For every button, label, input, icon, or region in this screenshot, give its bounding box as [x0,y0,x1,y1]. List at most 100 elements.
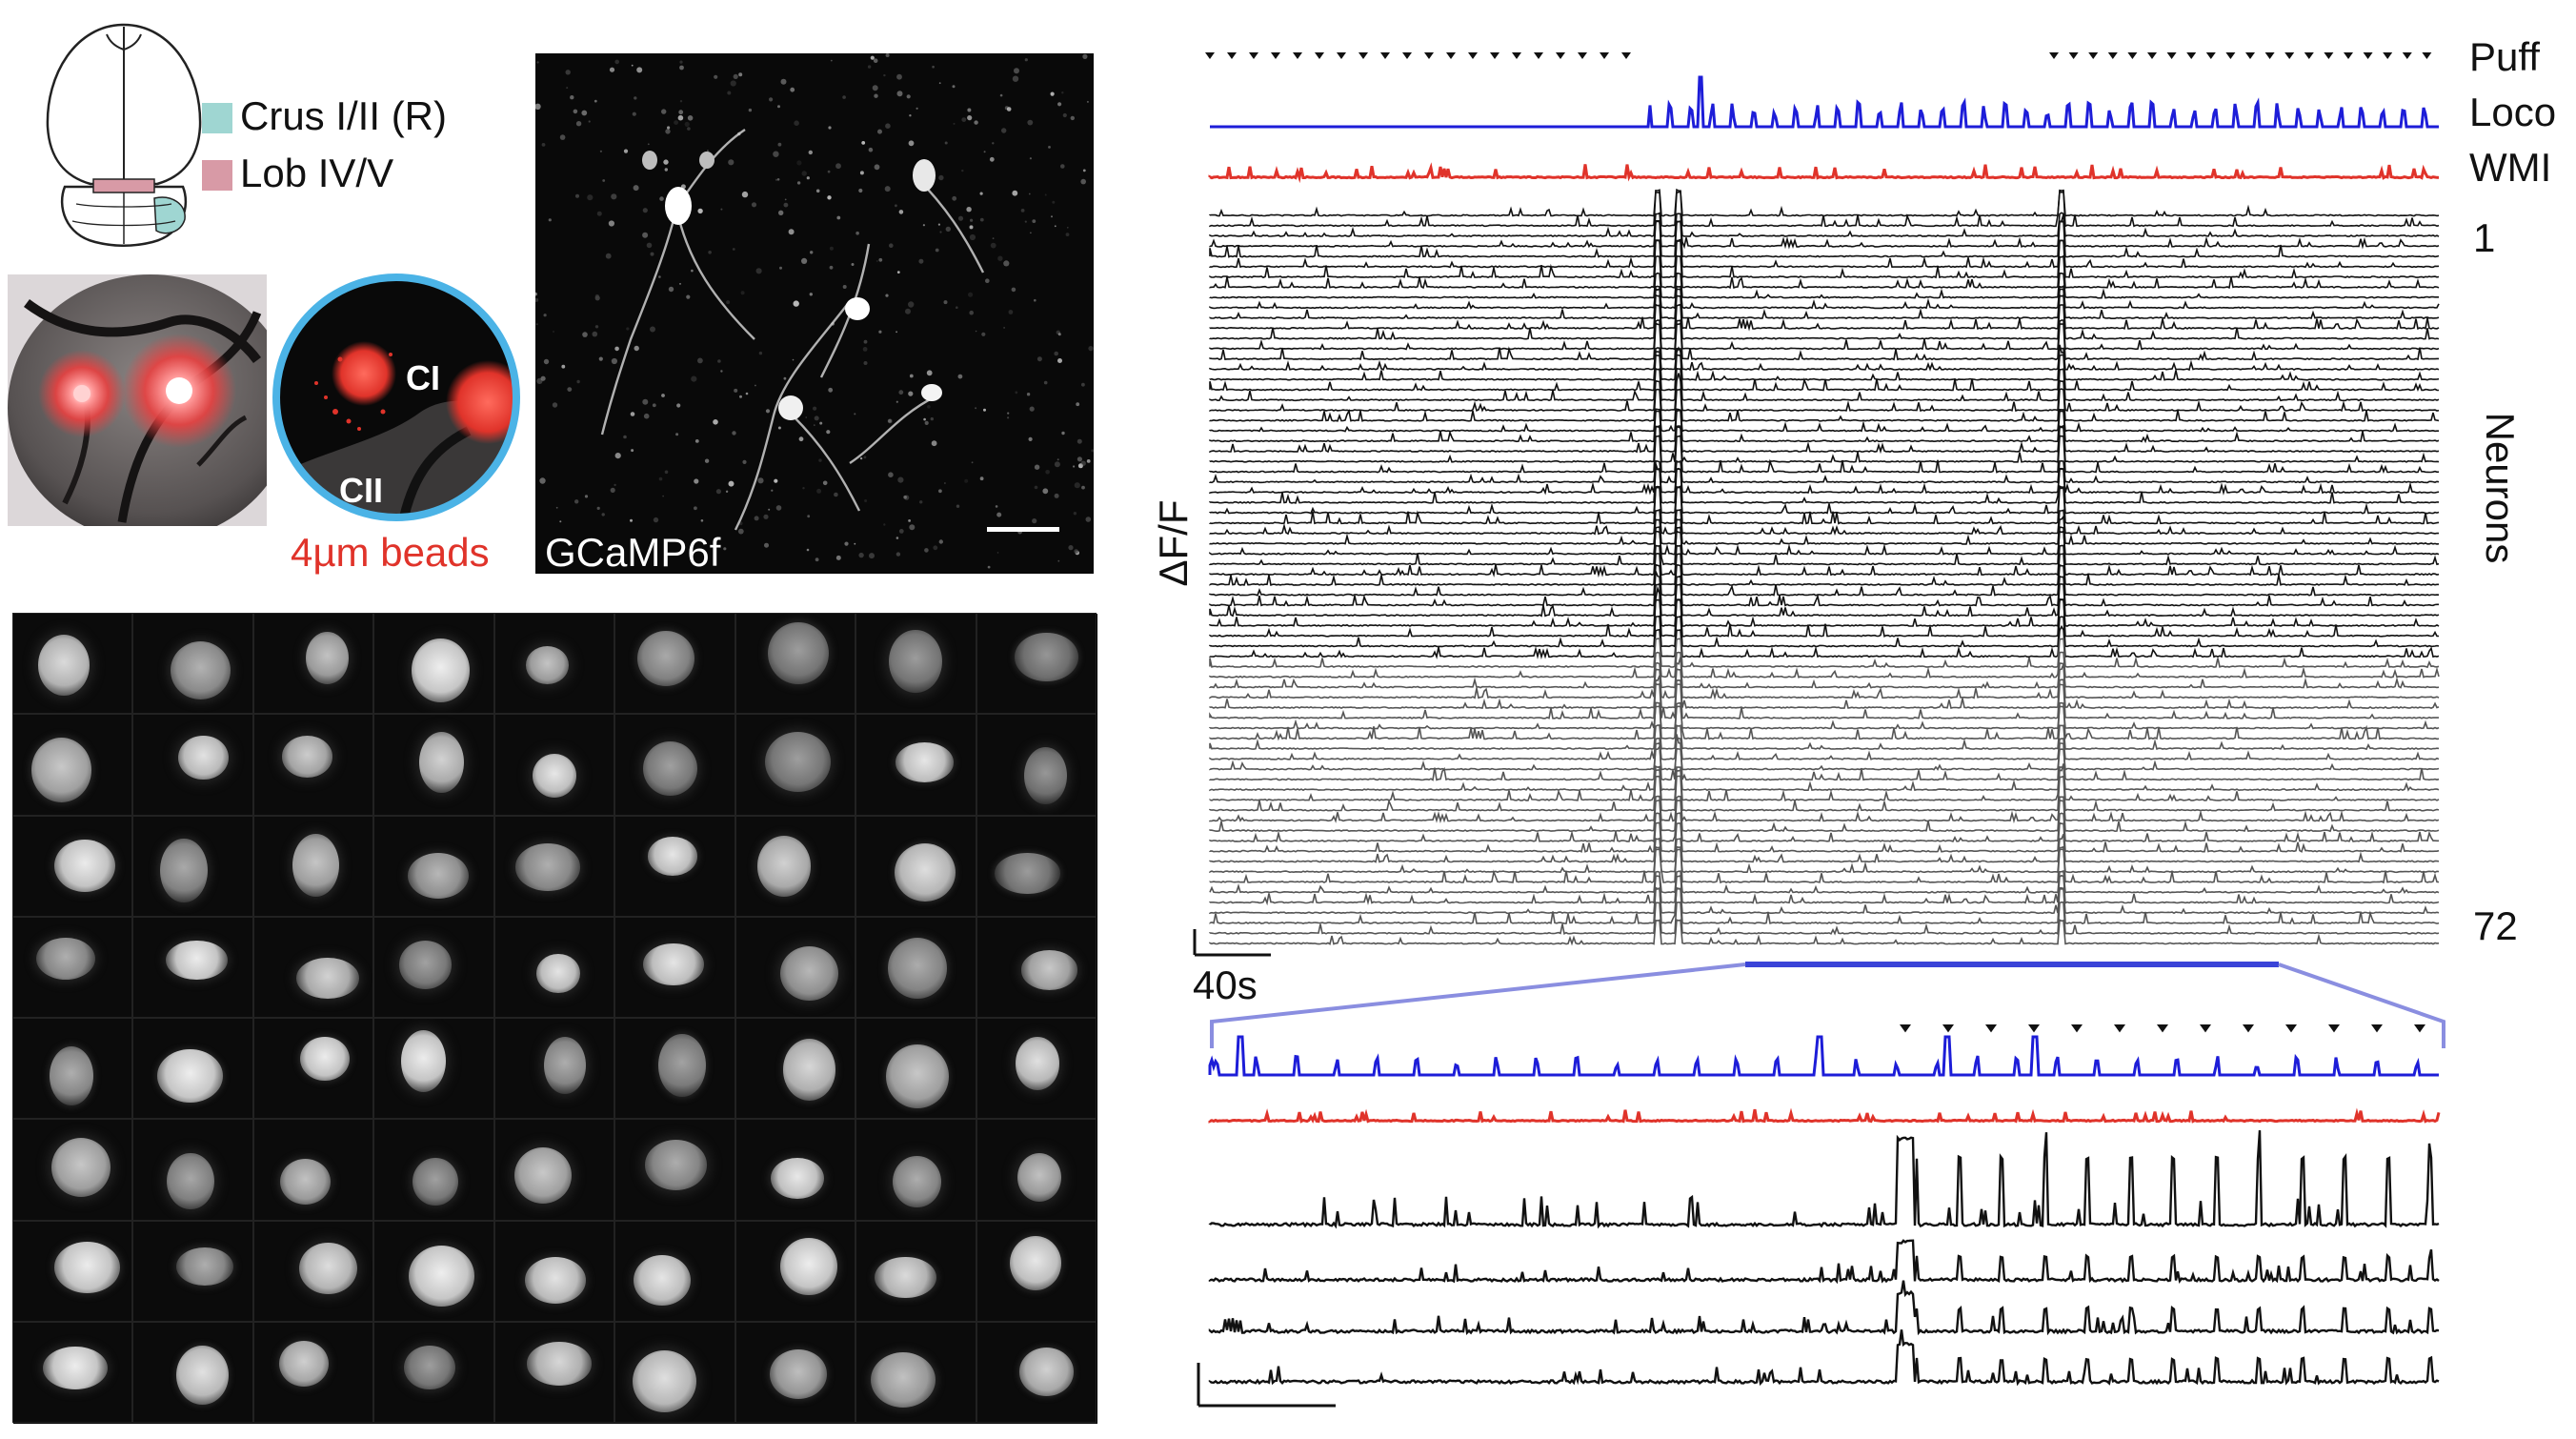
micrograph-speckle [592,331,598,337]
neuron-tile [614,1321,735,1424]
micrograph-speckle [1052,200,1056,204]
micrograph-speckle [952,195,957,201]
micrograph-speckle [664,470,669,475]
micrograph-speckle [1043,380,1048,385]
micrograph-speckle [539,477,546,484]
neuron-tile [855,1321,976,1424]
micrograph-speckle [835,555,841,560]
micrograph-speckle [859,456,863,460]
micrograph-speckle [938,489,942,494]
micrograph-speckle [854,542,856,545]
micrograph-speckle [827,195,832,200]
micrograph-speckle [806,548,810,552]
micrograph-speckle [827,170,831,173]
neuron-soma [536,953,581,994]
neuron-soma [780,1238,837,1295]
micrograph-speckle [875,260,878,262]
neuron-tile [976,1017,1097,1120]
neuron-tile [855,916,976,1019]
neuron-trace [1209,624,2440,660]
neuron-soma [170,640,231,699]
micrograph-speckle [896,271,900,274]
zoom-bracket-left [1210,963,1746,1048]
micrograph-speckle [768,508,771,511]
neuron-soma [525,646,570,685]
neuron-tile [855,612,976,715]
neuron-trace [1209,425,2440,464]
neuron-trace [1209,582,2440,618]
neuron-trace [1209,486,2440,525]
micrograph-speckle [634,96,637,100]
micrograph-speckle [858,188,863,193]
zoom-puff-marker [2243,1024,2254,1033]
neuron-soma [1019,1348,1075,1396]
neuron-tile [132,714,253,816]
neuron-soma [874,1256,936,1299]
neuron-tile [11,815,133,917]
micrograph-speckle [646,242,653,249]
micrograph-speckle [957,374,963,379]
neuron-trace [1209,737,2440,760]
neuron-soma [292,834,339,898]
micrograph-speckle [706,150,709,152]
micrograph-speckle [794,120,799,126]
micrograph-speckle [1014,68,1019,74]
micrograph-speckle [674,120,678,125]
neuron-tile [493,1321,615,1424]
micrograph-speckle [969,233,976,241]
zoom-puff-marker [1985,1024,1997,1033]
neuron-tile [373,1119,494,1221]
neuron-trace [1209,272,2439,299]
micrograph-speckle [714,74,718,79]
micrograph-speckle [650,252,654,256]
zoom-puff-marker [2114,1024,2125,1033]
neuron-soma [768,621,829,685]
micrograph-speckle [1061,91,1064,94]
micrograph-speckle [909,524,916,531]
micrograph-speckle [874,93,878,98]
micrograph-speckle [570,95,574,100]
micrograph-speckle [602,179,606,182]
neuron-soma [160,838,208,902]
neuron-tile [11,1017,133,1120]
micrograph-speckle [631,64,634,67]
micrograph-speckle [630,412,635,416]
micrograph-speckle [806,176,810,180]
micrograph-speckle [694,478,699,484]
micrograph-speckle [945,226,951,233]
micrograph-speckle [555,506,558,509]
micrograph-speckle [814,415,819,421]
micrograph-speckle [873,58,878,63]
neuron-trace [1209,508,2440,536]
micrograph-speckle [883,73,886,77]
micrograph-speckle [643,413,650,419]
micrograph-speckle [751,202,757,208]
wmi-label: WMI [2469,145,2552,190]
micrograph-speckle [663,159,669,165]
neuron-soma [1010,1236,1062,1291]
neuron-tile [373,916,494,1019]
neuron-tile [855,714,976,816]
neuron-trace [1209,763,2440,802]
neuron-tile [373,612,494,715]
micrograph-speckle [1024,58,1028,62]
micrograph-speckle [1077,438,1082,444]
puff-marker [2107,52,2118,59]
micrograph-speckle [536,61,539,64]
puff-marker [2205,52,2216,59]
micrograph-speckle [745,392,749,395]
micrograph-speckle [1080,460,1086,466]
puff-marker [2422,52,2432,59]
neuron-soma [408,852,470,899]
micrograph-speckle [828,387,834,393]
micrograph-speckle [720,208,723,211]
puff-marker [1249,52,1258,59]
micrograph-speckle [1077,463,1083,469]
micrograph-speckle [667,126,671,130]
micrograph-speckle [944,482,946,484]
micrograph-speckle [815,189,820,193]
neuron-trace [1209,408,2439,433]
micrograph-speckle [815,557,819,562]
micrograph-speckle [658,476,663,481]
micrograph-speckle [647,143,650,146]
